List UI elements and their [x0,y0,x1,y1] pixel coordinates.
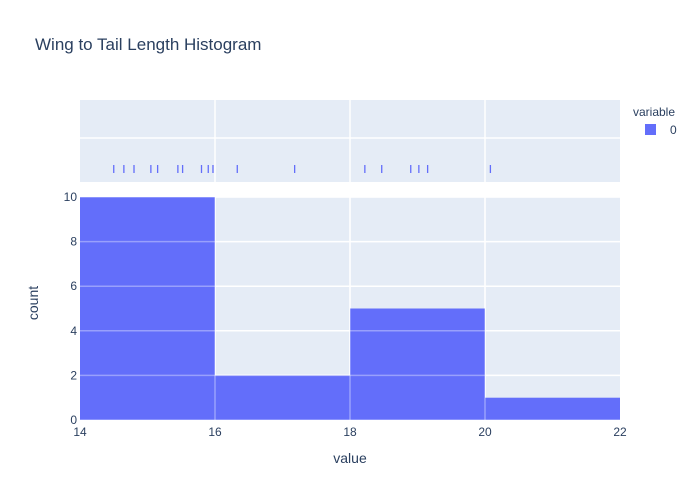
histogram-bar [215,375,350,420]
y-axis-ticks: 0 2 4 6 8 10 [64,190,78,427]
x-axis-title: value [333,450,367,466]
y-tick-label: 2 [70,368,77,382]
chart-title: Wing to Tail Length Histogram [35,35,261,54]
x-tick-label: 20 [478,425,492,439]
legend-title: variable [633,105,675,119]
y-tick-label: 0 [70,413,77,427]
rug-gridlines [80,100,620,182]
histogram-bar [80,197,215,420]
x-tick-label: 16 [208,425,222,439]
y-tick-label: 6 [70,279,77,293]
legend-swatch[interactable] [645,124,656,135]
y-tick-label: 8 [70,235,77,249]
y-axis-title: count [25,286,41,320]
x-tick-label: 14 [73,425,87,439]
histogram-bar [350,308,485,420]
x-axis-ticks: 14 16 18 20 22 [73,425,627,439]
histogram-bars [80,197,620,420]
legend[interactable]: variable 0 [633,105,677,137]
histogram-bar [485,397,620,420]
y-tick-label: 10 [64,190,78,204]
x-tick-label: 22 [613,425,627,439]
x-tick-label: 18 [343,425,357,439]
legend-entry-label[interactable]: 0 [670,123,677,137]
rug-marks [113,165,492,173]
main-gridlines-overlay [80,196,620,421]
y-tick-label: 4 [70,324,77,338]
